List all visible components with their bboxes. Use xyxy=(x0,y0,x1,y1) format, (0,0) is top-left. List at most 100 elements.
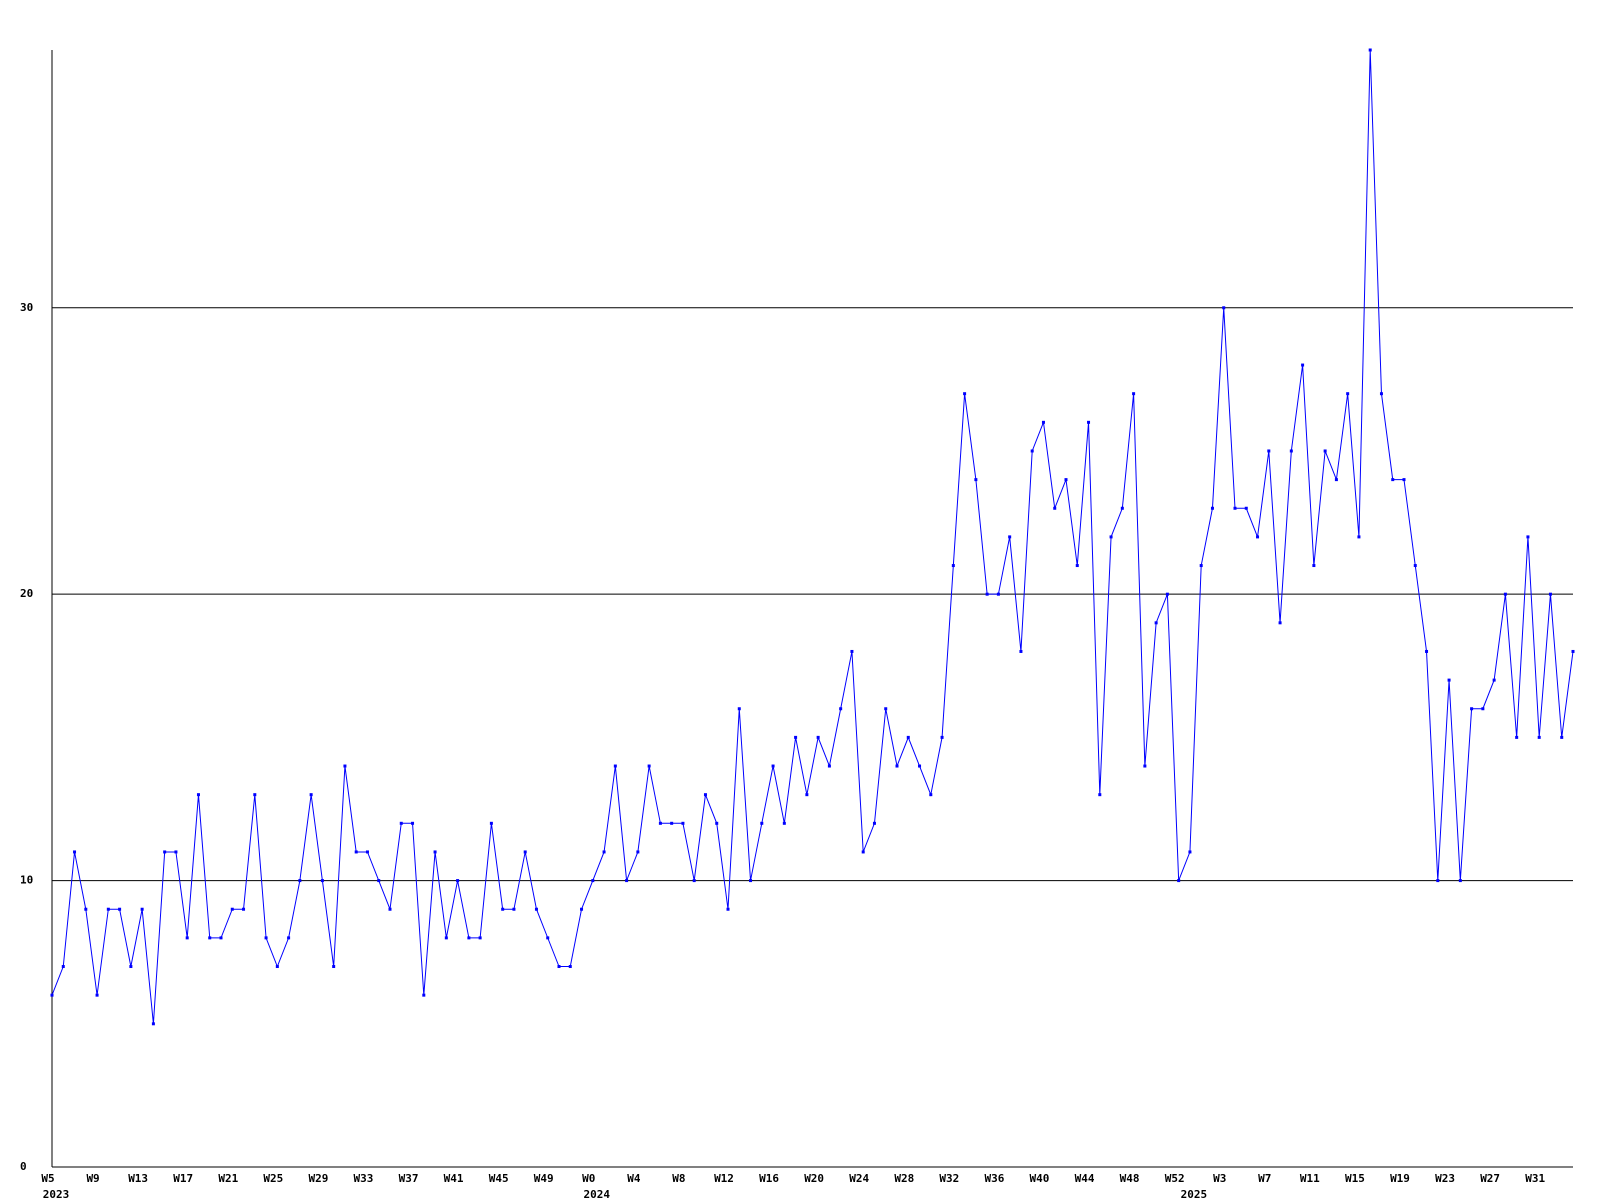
data-point xyxy=(523,850,527,854)
data-point xyxy=(1199,564,1203,568)
data-point xyxy=(388,907,392,911)
data-point xyxy=(208,936,212,940)
x-tick-label: W44 xyxy=(1075,1172,1095,1185)
data-point xyxy=(1391,478,1395,482)
data-point xyxy=(703,793,707,797)
data-point xyxy=(1357,535,1361,539)
data-point xyxy=(275,965,279,969)
data-point xyxy=(974,478,978,482)
data-point xyxy=(1210,506,1214,510)
data-point xyxy=(185,936,189,940)
x-tick-label: W45 xyxy=(489,1172,509,1185)
data-point xyxy=(478,936,482,940)
data-point xyxy=(850,649,854,653)
data-point xyxy=(1019,649,1023,653)
data-point xyxy=(253,793,257,797)
data-point xyxy=(1334,478,1338,482)
data-point xyxy=(242,907,246,911)
x-tick-label: W5 xyxy=(41,1172,54,1185)
data-point xyxy=(918,764,922,768)
y-tick-label: 0 xyxy=(20,1160,27,1173)
data-point xyxy=(1458,879,1462,883)
x-tick-label: W0 xyxy=(582,1172,595,1185)
y-tick-label: 20 xyxy=(20,587,33,600)
data-point xyxy=(1571,649,1575,653)
data-point xyxy=(1413,564,1417,568)
x-tick-label: W48 xyxy=(1120,1172,1140,1185)
data-point xyxy=(1526,535,1530,539)
x-tick-label: W23 xyxy=(1435,1172,1455,1185)
data-point xyxy=(782,821,786,825)
data-point xyxy=(1379,392,1383,396)
data-point xyxy=(1481,707,1485,711)
data-point xyxy=(399,821,403,825)
data-point xyxy=(557,965,561,969)
data-point xyxy=(422,993,426,997)
data-point xyxy=(1188,850,1192,854)
data-point xyxy=(1515,735,1519,739)
data-point xyxy=(1222,306,1226,310)
data-point xyxy=(1154,621,1158,625)
x-tick-label: W4 xyxy=(627,1172,641,1185)
data-point xyxy=(1560,735,1564,739)
y-tick-label: 10 xyxy=(20,874,33,887)
year-label: 2024 xyxy=(584,1188,611,1200)
x-tick-label: W36 xyxy=(984,1172,1004,1185)
data-point xyxy=(129,965,133,969)
data-point xyxy=(1120,506,1124,510)
data-point xyxy=(196,793,200,797)
y-tick-label: 30 xyxy=(20,301,33,314)
x-tick-label: W24 xyxy=(849,1172,869,1185)
x-tick-label: W29 xyxy=(308,1172,328,1185)
x-tick-label: W21 xyxy=(218,1172,238,1185)
data-point xyxy=(84,907,88,911)
data-point xyxy=(73,850,77,854)
data-point xyxy=(1503,592,1507,596)
data-point xyxy=(670,821,674,825)
x-tick-label: W52 xyxy=(1165,1172,1185,1185)
x-tick-label: W20 xyxy=(804,1172,824,1185)
data-point xyxy=(1267,449,1271,453)
data-point xyxy=(1087,420,1091,424)
data-point xyxy=(647,764,651,768)
data-point xyxy=(692,879,696,883)
data-point xyxy=(1177,879,1181,883)
data-point xyxy=(287,936,291,940)
data-point xyxy=(501,907,505,911)
year-label: 2023 xyxy=(43,1188,70,1200)
data-point xyxy=(320,879,324,883)
x-tick-label: W28 xyxy=(894,1172,914,1185)
x-tick-label: W31 xyxy=(1525,1172,1545,1185)
data-point xyxy=(1064,478,1068,482)
data-point xyxy=(658,821,662,825)
data-point xyxy=(118,907,122,911)
data-point xyxy=(1323,449,1327,453)
data-point xyxy=(219,936,223,940)
data-point xyxy=(332,965,336,969)
data-point xyxy=(1368,48,1372,52)
data-point xyxy=(230,907,234,911)
data-point xyxy=(715,821,719,825)
data-point xyxy=(50,993,54,997)
data-point xyxy=(1143,764,1147,768)
data-point xyxy=(613,764,617,768)
data-point xyxy=(444,936,448,940)
data-point xyxy=(929,793,933,797)
data-point xyxy=(884,707,888,711)
data-point xyxy=(681,821,685,825)
data-point xyxy=(174,850,178,854)
x-tick-label: W7 xyxy=(1258,1172,1271,1185)
data-point xyxy=(61,965,65,969)
x-tick-label: W12 xyxy=(714,1172,734,1185)
data-point xyxy=(1041,420,1045,424)
data-point xyxy=(1447,678,1451,682)
data-point xyxy=(771,764,775,768)
data-point xyxy=(940,735,944,739)
data-point xyxy=(1436,879,1440,883)
x-tick-label: W41 xyxy=(444,1172,464,1185)
data-point xyxy=(1537,735,1541,739)
x-tick-label: W15 xyxy=(1345,1172,1365,1185)
data-point xyxy=(298,879,302,883)
x-tick-label: W40 xyxy=(1030,1172,1050,1185)
